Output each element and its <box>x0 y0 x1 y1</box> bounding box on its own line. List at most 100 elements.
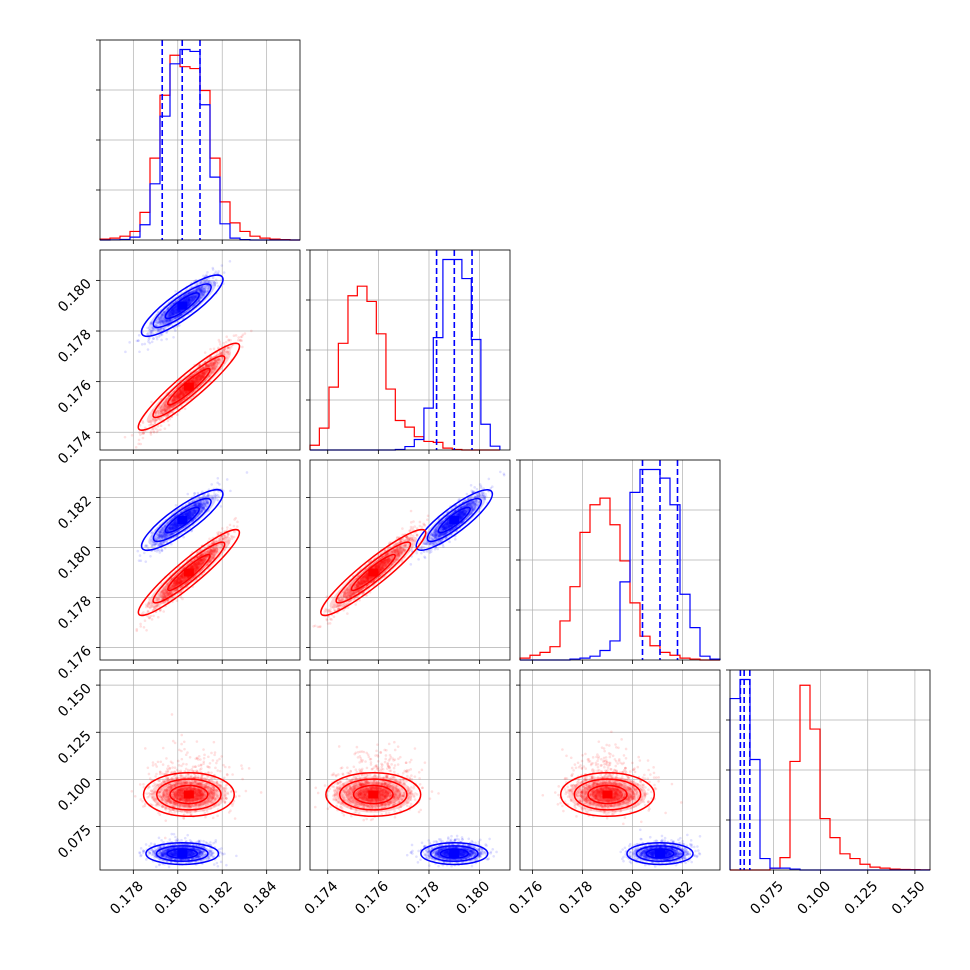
scatter-point <box>185 513 188 516</box>
scatter-point <box>445 511 449 514</box>
scatter-point <box>159 316 163 320</box>
scatter-point <box>159 418 162 421</box>
scatter-point <box>171 311 174 315</box>
scatter-point <box>163 534 166 537</box>
panel-3-1 <box>310 670 510 870</box>
scatter-point <box>427 537 431 540</box>
scatter-point <box>171 312 174 316</box>
scatter-point <box>163 310 166 314</box>
scatter-point <box>173 523 177 526</box>
scatter-point <box>135 629 139 633</box>
scatter-point <box>176 525 179 528</box>
scatter-point <box>218 358 221 362</box>
scatter-point <box>185 512 188 515</box>
scatter-point <box>202 494 206 498</box>
scatter-point <box>193 382 197 386</box>
scatter-point <box>156 320 160 324</box>
scatter-point <box>180 576 183 580</box>
scatter-point <box>194 504 198 507</box>
scatter-point <box>169 586 172 589</box>
scatter-point <box>194 294 198 298</box>
scatter-point <box>173 317 176 320</box>
scatter-point <box>173 525 177 529</box>
scatter-point <box>474 503 478 506</box>
scatter-point <box>228 523 232 527</box>
scatter-point <box>199 564 202 568</box>
scatter-point <box>170 524 174 527</box>
scatter-point <box>150 423 153 426</box>
scatter-point <box>175 581 178 584</box>
scatter-point <box>178 391 181 395</box>
scatter-point <box>219 360 222 364</box>
scatter-point <box>201 371 205 375</box>
scatter-point <box>170 399 174 402</box>
scatter-point <box>152 614 155 618</box>
scatter-point <box>466 503 469 507</box>
scatter-point <box>196 504 199 508</box>
scatter-point <box>213 365 217 369</box>
scatter-point <box>160 536 164 539</box>
scatter-point <box>172 326 176 330</box>
scatter-point <box>227 539 230 543</box>
scatter-point <box>153 605 156 609</box>
scatter-point <box>161 321 165 325</box>
scatter-point <box>187 511 190 515</box>
scatter-point <box>158 604 161 608</box>
scatter-point <box>156 329 160 333</box>
scatter-point <box>210 552 214 555</box>
scatter-point <box>188 394 191 397</box>
scatter-point <box>165 582 168 586</box>
scatter-point <box>188 510 192 513</box>
scatter-point <box>192 563 196 567</box>
scatter-point <box>435 536 439 540</box>
scatter-point <box>191 299 195 302</box>
scatter-point <box>162 589 165 593</box>
scatter-point <box>150 534 154 538</box>
scatter-point <box>187 299 190 303</box>
scatter-point <box>200 374 203 377</box>
scatter-point <box>156 411 160 415</box>
scatter-point <box>194 516 198 520</box>
scatter-point <box>178 524 182 528</box>
scatter-point <box>201 372 205 375</box>
scatter-point <box>153 549 157 552</box>
scatter-point <box>196 555 200 559</box>
scatter-point <box>172 400 175 403</box>
scatter-point <box>195 288 199 292</box>
scatter-point <box>175 580 179 584</box>
scatter-point <box>178 310 181 313</box>
scatter-point <box>179 523 182 527</box>
scatter-point <box>194 383 197 386</box>
scatter-point <box>187 298 191 302</box>
scatter-point <box>169 527 173 531</box>
scatter-point <box>160 320 163 323</box>
scatter-point <box>187 512 191 516</box>
scatter-point <box>189 295 192 299</box>
scatter-point <box>179 390 183 394</box>
scatter-point <box>203 507 206 511</box>
scatter-point <box>211 496 215 500</box>
scatter-point <box>173 521 177 525</box>
scatter-point <box>190 565 193 568</box>
scatter-point <box>446 520 450 524</box>
scatter-point <box>419 547 423 550</box>
scatter-point <box>195 378 199 382</box>
scatter-point <box>193 379 197 383</box>
scatter-point <box>208 280 211 283</box>
scatter-point <box>216 284 220 288</box>
scatter-point <box>195 561 198 565</box>
scatter-point <box>199 375 202 379</box>
scatter-point <box>192 295 195 298</box>
scatter-point <box>447 522 450 526</box>
scatter-point <box>152 327 156 331</box>
scatter-point <box>153 607 156 611</box>
scatter-point <box>174 521 178 524</box>
scatter-point <box>201 496 205 499</box>
scatter-point <box>181 317 184 320</box>
scatter-point <box>165 399 168 403</box>
scatter-point <box>209 550 212 554</box>
scatter-point <box>171 312 175 316</box>
scatter-point <box>142 551 146 555</box>
scatter-point <box>216 476 220 480</box>
scatter-point <box>212 347 216 351</box>
